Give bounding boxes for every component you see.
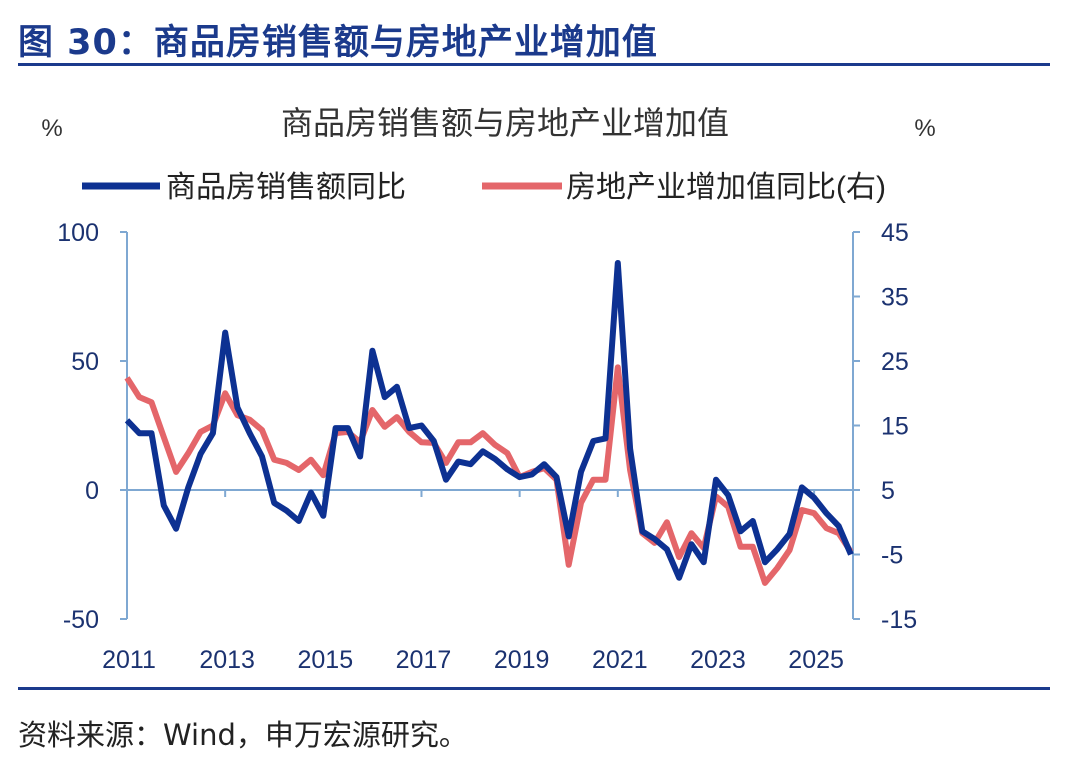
left-tick-label: -50	[63, 606, 99, 634]
right-tick-label: -15	[881, 606, 917, 634]
series-line-value-added	[124, 364, 854, 586]
series-line-sales	[124, 260, 854, 581]
chart: 商品房销售额与房地产业增加值 % % 商品房销售额同比 房地产业增加值同比(右)…	[41, 105, 935, 674]
legend: 商品房销售额同比 房地产业增加值同比(右)	[82, 171, 886, 204]
header-rule	[18, 63, 1050, 66]
x-tick-label: 2015	[298, 646, 354, 674]
left-tick-label: 50	[71, 348, 99, 376]
right-tick-label: -5	[881, 542, 903, 570]
x-tick-label: 2019	[494, 646, 550, 674]
x-tick-label: 2013	[199, 646, 255, 674]
right-tick-label: 15	[881, 413, 909, 441]
x-tick-label: 2021	[592, 646, 648, 674]
right-tick-label: 45	[881, 219, 909, 247]
x-tick-label: 2023	[690, 646, 746, 674]
figure-title: 图 30：商品房销售额与房地产业增加值	[18, 23, 658, 63]
right-tick-label: 5	[881, 477, 895, 505]
footer-rule	[18, 687, 1050, 690]
x-tick-label: 2011	[102, 646, 156, 674]
legend-label-sales: 商品房销售额同比	[166, 171, 406, 204]
left-tick-label: 0	[85, 477, 99, 505]
source-note: 资料来源：Wind，申万宏源研究。	[18, 718, 468, 752]
right-tick-label: 35	[881, 284, 909, 312]
left-tick-label: 100	[57, 219, 99, 247]
legend-label-value-added: 房地产业增加值同比(右)	[566, 171, 886, 204]
left-axis-unit: %	[41, 115, 62, 142]
right-tick-label: 25	[881, 348, 909, 376]
right-axis-unit: %	[914, 115, 935, 142]
chart-title: 商品房销售额与房地产业增加值	[281, 105, 729, 141]
x-tick-label: 2025	[788, 646, 844, 674]
x-tick-label: 2017	[396, 646, 452, 674]
